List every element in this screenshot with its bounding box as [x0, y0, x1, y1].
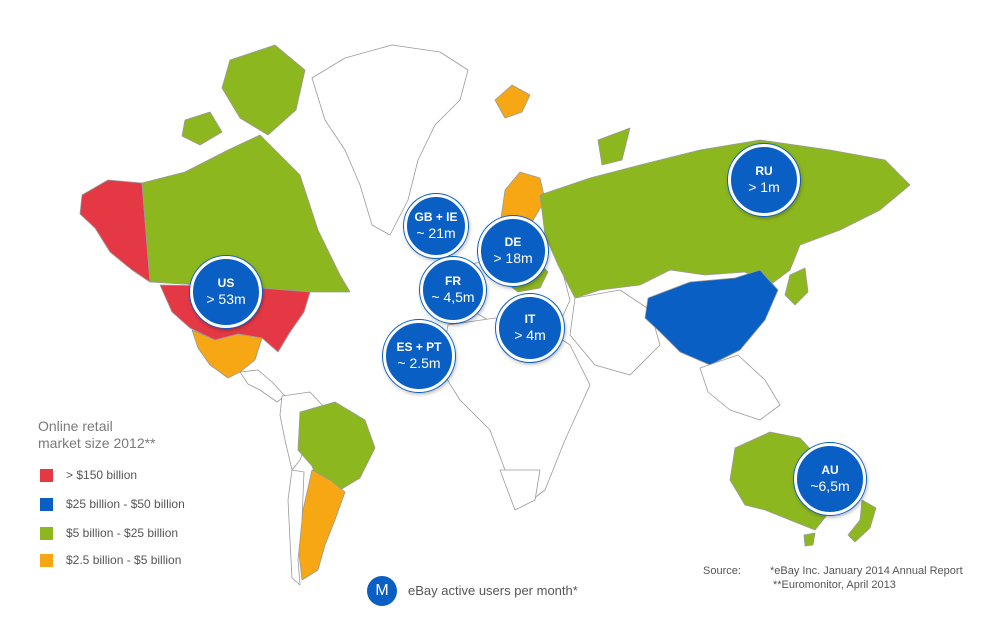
legend-title-line-2: market size 2012**: [38, 435, 156, 451]
bubble-au: AU ~6,5m: [794, 443, 866, 515]
bubble-it-value: > 4m: [514, 327, 546, 343]
legend-swatch-orange: [40, 553, 53, 567]
tasmania-shape: [803, 532, 816, 547]
source-line-1: *eBay Inc. January 2014 Annual Report: [770, 565, 963, 577]
bubble-gb-ie-value: ~ 21m: [416, 225, 456, 241]
legend-item-tier2: $25 billion - $50 billion: [40, 496, 185, 512]
users-legend-label: eBay active users per month*: [408, 583, 578, 598]
bubble-us-value: > 53m: [206, 291, 246, 307]
legend-swatch-red: [40, 468, 53, 482]
legend-item-tier3: $5 billion - $25 billion: [40, 525, 178, 541]
legend-title: Online retail market size 2012**: [38, 418, 228, 452]
source-label: Source:: [703, 565, 741, 577]
bubble-it: IT > 4m: [496, 294, 564, 362]
southeast-asia-shape: [699, 354, 781, 421]
central-america-shape: [239, 369, 286, 403]
bubble-fr-code: FR: [445, 274, 461, 288]
bubble-au-value: ~6,5m: [810, 478, 850, 494]
asia-west-shape: [569, 289, 661, 376]
bubble-de-value: > 18m: [493, 250, 533, 266]
bubble-ru: RU > 1m: [728, 144, 800, 216]
china-shape: [644, 269, 779, 366]
arctic-islands-shape: [221, 44, 306, 136]
arctic-island-small-shape: [181, 111, 223, 146]
legend-label: > $150 billion: [66, 468, 138, 482]
bubble-es-pt-code: ES + PT: [396, 340, 442, 354]
legend-title-line-1: Online retail: [38, 418, 113, 434]
bubble-gb-ie-code: GB + IE: [414, 210, 458, 224]
legend-label: $5 billion - $25 billion: [66, 526, 179, 540]
bubble-fr: FR ~ 4,5m: [420, 257, 486, 323]
users-symbol-letter: M: [375, 582, 389, 599]
bubble-ru-code: RU: [755, 164, 773, 178]
legend-item-tier4: $2.5 billion - $5 billion: [40, 552, 181, 568]
russia-shape: [539, 139, 911, 299]
brazil-shape: [297, 401, 376, 491]
chile-shape: [287, 469, 305, 586]
mexico-shape: [191, 329, 263, 379]
bubble-it-code: IT: [524, 312, 536, 326]
legend-swatch-green: [40, 526, 53, 540]
bubble-de: DE > 18m: [478, 216, 548, 286]
bubble-de-code: DE: [504, 235, 522, 249]
legend-label: $2.5 billion - $5 billion: [66, 553, 182, 567]
legend-swatch-blue: [40, 497, 53, 511]
bubble-us: US > 53m: [190, 256, 262, 328]
bubble-au-code: AU: [821, 463, 839, 477]
bubble-us-code: US: [217, 276, 235, 290]
japan-shape: [784, 267, 809, 306]
bubble-fr-value: ~ 4,5m: [431, 289, 475, 305]
users-symbol-icon: M: [367, 576, 397, 606]
svalbard-shape: [494, 84, 531, 119]
bubble-gb-ie: GB + IE ~ 21m: [404, 194, 468, 258]
siberian-islands-shape: [597, 127, 631, 166]
bubble-es-pt-value: ~ 2.5m: [397, 355, 441, 371]
bubble-es-pt: ES + PT ~ 2.5m: [383, 320, 455, 392]
new-zealand-shape: [847, 499, 877, 543]
legend-item-tier1: > $150 billion: [40, 467, 137, 483]
south-africa-shape: [499, 469, 541, 511]
alaska-shape: [79, 179, 151, 283]
legend-label: $25 billion - $50 billion: [66, 497, 185, 511]
greenland-shape: [311, 44, 469, 236]
argentina-shape: [297, 469, 346, 581]
bubble-ru-value: > 1m: [748, 179, 780, 195]
source-line-2: **Euromonitor, April 2013: [773, 579, 896, 591]
